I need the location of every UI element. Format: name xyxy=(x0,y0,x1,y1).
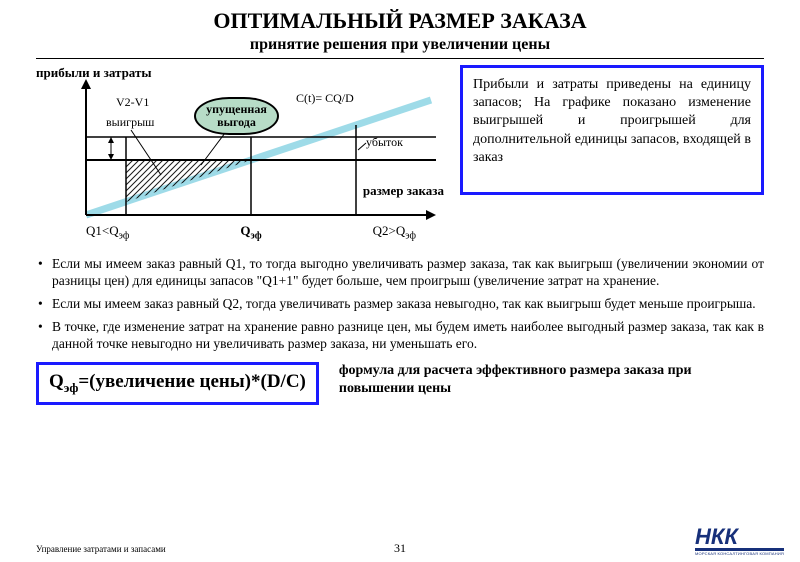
bullet-list: Если мы имеем заказ равный Q1, то тогда … xyxy=(0,250,800,352)
horizontal-rule xyxy=(36,58,764,59)
cost-fn-label: C(t)= CQ/D xyxy=(296,91,354,106)
q-axis-labels: Q1<Qэф Qэф Q2>Qэф xyxy=(86,223,416,242)
gain-label: выигрыш xyxy=(106,115,154,130)
missed-value-callout: упущенная выгода xyxy=(194,97,279,135)
footer-text: Управление затратами и запасами xyxy=(36,544,166,554)
x-axis-label: размер заказа xyxy=(363,183,444,199)
logo: НКК МОРСКАЯ КОНСАЛТИНГОВАЯ КОМПАНИЯ xyxy=(695,524,784,556)
formula-box: Qэф=(увеличение цены)*(D/C) xyxy=(36,362,319,405)
qeff-label: Qэф xyxy=(240,223,261,242)
delta-v-label: V2-V1 xyxy=(116,95,149,110)
formula-description: формула для расчета эффективного размера… xyxy=(339,362,764,397)
page-title: ОПТИМАЛЬНЫЙ РАЗМЕР ЗАКАЗА xyxy=(0,8,800,34)
list-item: В точке, где изменение затрат на хранени… xyxy=(36,319,764,353)
q2-label: Q2>Qэф xyxy=(373,223,416,242)
list-item: Если мы имеем заказ равный Q1, то тогда … xyxy=(36,256,764,290)
list-item: Если мы имеем заказ равный Q2, тогда уве… xyxy=(36,296,764,313)
loss-label: убыток xyxy=(366,135,403,150)
page-subtitle: принятие решения при увеличении цены xyxy=(0,36,800,54)
q1-label: Q1<Qэф xyxy=(86,223,129,242)
cost-chart: прибыли и затраты xyxy=(36,65,446,250)
info-box: Прибыли и затраты приведены на единицу з… xyxy=(460,65,764,195)
